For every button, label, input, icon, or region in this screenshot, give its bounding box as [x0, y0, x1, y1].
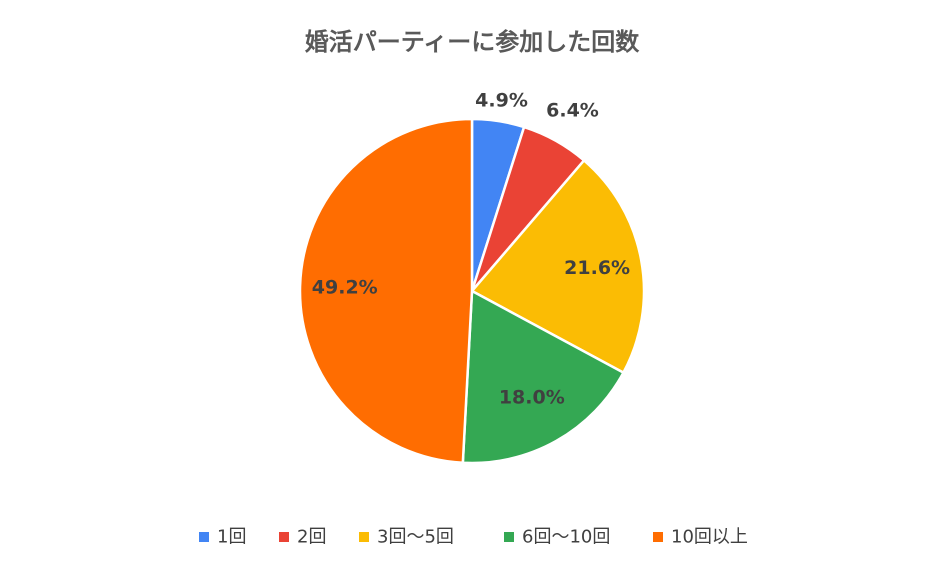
pie-slice-4 — [461, 288, 626, 465]
data-label-2: 6.4% — [546, 100, 599, 122]
legend-swatch-1 — [199, 532, 209, 542]
data-label-5: 49.2% — [312, 277, 378, 299]
data-label-1: 4.9% — [475, 90, 528, 112]
legend-label-4: 6回～10回 — [522, 527, 610, 548]
pie-slices — [298, 117, 646, 465]
legend-swatch-4 — [504, 532, 514, 542]
legend: 1回 2回 3回～5回 6回～10回 10回以上 — [199, 527, 748, 548]
legend-label-3: 3回～5回 — [377, 527, 454, 548]
legend-label-1: 1回 — [217, 527, 246, 548]
data-label-4: 18.0% — [499, 386, 565, 408]
legend-swatch-5 — [653, 532, 663, 542]
chart-title: 婚活パーティーに参加した回数 — [305, 28, 641, 56]
pie-slice-3 — [470, 158, 646, 375]
legend-label-5: 10回以上 — [671, 527, 748, 548]
legend-swatch-3 — [359, 532, 369, 542]
pie-slice-5 — [298, 117, 474, 465]
data-label-3: 21.6% — [564, 257, 630, 279]
data-labels: 4.9% 6.4% 21.6% 18.0% 49.2% — [312, 90, 630, 409]
legend-swatch-2 — [279, 532, 289, 542]
legend-label-2: 2回 — [297, 527, 326, 548]
